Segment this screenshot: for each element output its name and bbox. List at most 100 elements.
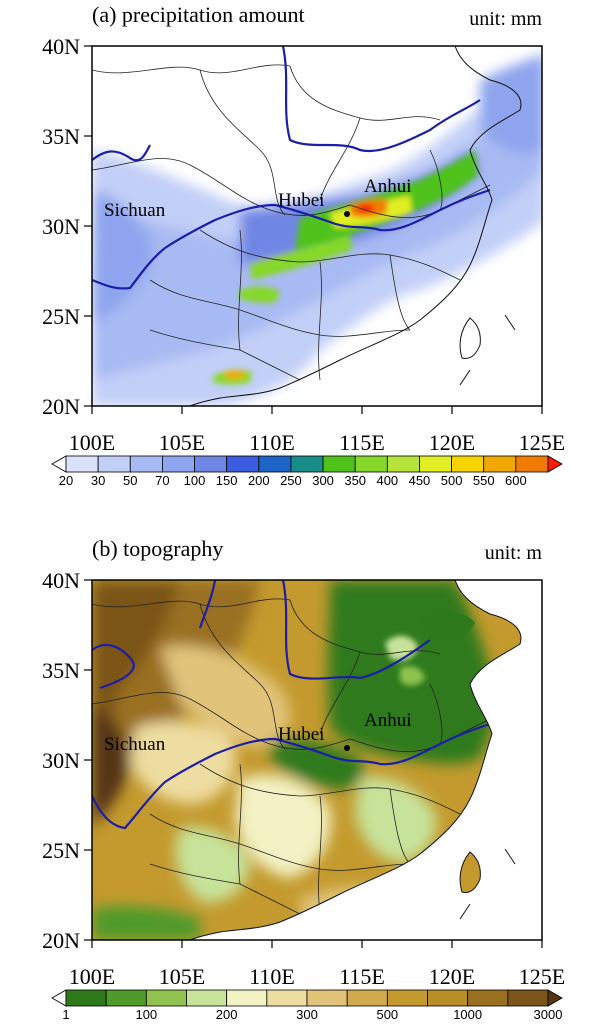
colorbar-cell [547,989,563,1007]
colorbar-cell [105,989,147,1007]
colorbar-cell [226,989,268,1007]
lat-label: 25N [42,304,80,329]
colorbar-tick-label: 300 [296,1007,318,1022]
colorbar [51,989,563,1007]
province-borders [92,64,491,381]
colorbar-cell [97,455,131,473]
colorbar-tick-label: 1 [62,1007,70,1022]
precipitation-field [92,46,542,406]
colorbar-cell [51,455,67,473]
colorbar-cell [467,989,509,1007]
colorbar-cell [451,455,485,473]
lat-label: 40N [42,568,80,593]
colorbar-cell [266,989,308,1007]
colorbar-tick-label: 200 [247,473,270,488]
lon-labels: 100E 105E 110E 115E 120E 125E [69,430,565,455]
lat-label: 35N [42,658,80,683]
river-yangtze [92,722,491,830]
lat-labels: 40N 35N 30N 25N 20N [42,568,80,953]
colorbar-cell [306,989,348,1007]
lon-label: 105E [159,964,205,989]
colorbar-cell [161,455,195,473]
colorbar-tick-label: 500 [440,473,463,488]
region-label-sichuan: Sichuan [104,200,166,221]
colorbar-tick-label: 400 [376,473,399,488]
colorbar-tick-label: 300 [312,473,334,488]
coastline [189,46,522,406]
region-label-anhui: Anhui [364,176,412,197]
colorbar-cell [547,455,563,473]
colorbar-cell [65,989,107,1007]
colorbar-tick-label: 20 [58,473,74,488]
colorbar-tick-label: 30 [90,473,106,488]
lon-label: 110E [249,430,295,455]
colorbar-cell [65,455,99,473]
colorbar-cell [483,455,517,473]
lon-label: 105E [159,430,205,455]
colorbar-cell [507,989,549,1007]
colorbar-tick-label: 600 [505,473,527,488]
region-label-hubei: Hubei [278,190,324,211]
colorbar-cell [322,455,356,473]
lat-label: 20N [42,928,80,953]
lat-label: 30N [42,748,80,773]
city-marker [344,745,350,751]
region-labels: Sichuan Hubei Anhui [104,710,412,755]
colorbar-tick-label: 450 [408,473,431,488]
axis-ticks [84,45,543,414]
colorbar-labels: 1 100 200 300 500 1000 3000 [0,1007,600,1027]
lat-label: 20N [42,394,80,419]
colorbar-cell [226,455,260,473]
lon-label: 100E [69,964,115,989]
colorbar-cell [145,989,187,1007]
lon-label: 115E [339,964,385,989]
axis-ticks [84,579,543,948]
river-yellow [92,580,431,690]
colorbar-cell [346,989,388,1007]
lat-labels: 40N 35N 30N 25N 20N [42,34,80,419]
region-label-sichuan: Sichuan [104,734,166,755]
colorbar-cell [515,455,549,473]
colorbar-tick-label: 550 [472,473,495,488]
colorbar-cell [386,989,428,1007]
river-yangtze [92,188,491,290]
lon-label: 125E [519,430,565,455]
lon-label: 120E [429,430,475,455]
lon-labels: 100E 105E 110E 115E 120E 125E [69,964,565,989]
unit-label: unit: m [484,542,542,564]
river-yellow [92,46,481,162]
lon-label: 115E [339,430,385,455]
colorbar-tick-label: 100 [135,1007,158,1022]
colorbar-tick-label: 3000 [533,1007,563,1022]
panel-precipitation: (a) precipitation amount unit: mm [0,0,600,500]
colorbar-tick-label: 50 [123,473,138,488]
lon-label: 110E [249,964,295,989]
region-label-hubei: Hubei [278,724,324,745]
colorbar-cell [290,455,324,473]
lon-label: 125E [519,964,565,989]
colorbar-cell [427,989,469,1007]
map-figure: 40N 35N 30N 25N 20N 100E 105E 110E 115E … [42,568,565,1007]
colorbar-cell [186,989,228,1007]
colorbar-cell [354,455,388,473]
colorbar-tick-label: 1000 [453,1007,483,1022]
colorbar-cell [258,455,292,473]
unit-label: unit: mm [469,8,542,30]
lat-label: 30N [42,214,80,239]
colorbar-cell [419,455,453,473]
colorbar-cell [194,455,228,473]
region-label-anhui: Anhui [364,710,412,731]
colorbar-tick-label: 350 [344,473,367,488]
colorbar-tick-label: 500 [376,1007,399,1022]
colorbar-tick-label: 200 [215,1007,238,1022]
panel-title: (a) precipitation amount [92,2,305,27]
colorbar-tick-label: 250 [280,473,302,488]
lat-label: 25N [42,838,80,863]
lat-label: 40N [42,34,80,59]
lat-label: 35N [42,124,80,149]
panel-title: (b) topography [92,536,224,561]
colorbar-tick-label: 150 [215,473,238,488]
colorbar-tick-label: 100 [183,473,206,488]
panel-topography: (b) topography unit: m [0,528,600,1028]
colorbar-cell [51,989,67,1007]
